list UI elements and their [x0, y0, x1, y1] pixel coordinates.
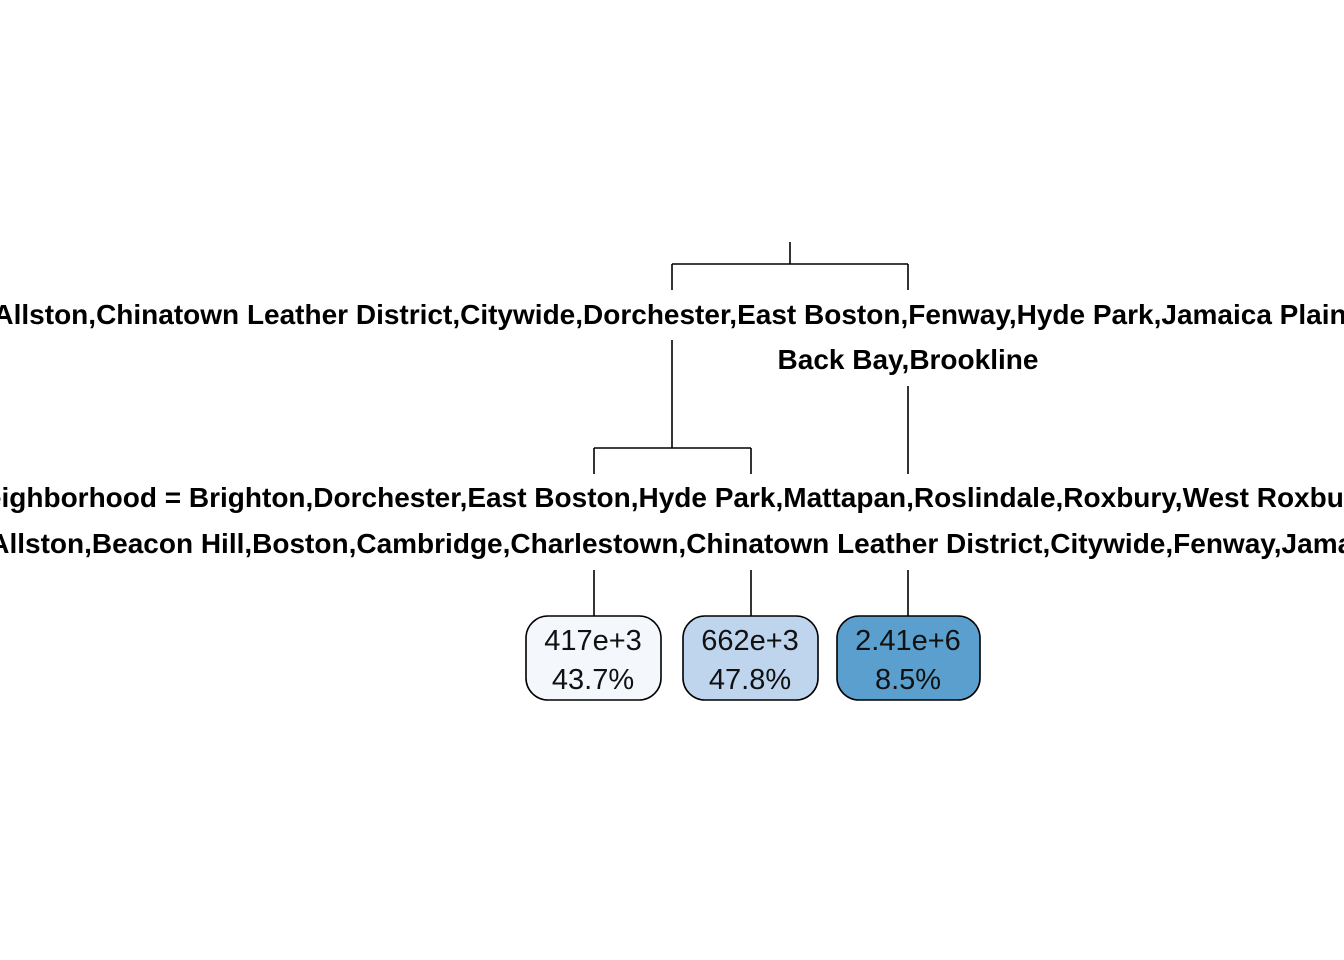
root-split-left-label: Allston,Chinatown Leather District,Cityw…: [0, 299, 1344, 330]
leaf-1-value: 417e+3: [544, 625, 642, 657]
leaf-3-percent: 8.5%: [875, 664, 941, 696]
leaf-3-value: 2.41e+6: [855, 625, 961, 657]
leaf-node-2: 662e+3 47.8%: [682, 615, 819, 701]
leaf-1-percent: 43.7%: [552, 664, 634, 696]
leaf-node-1: 417e+3 43.7%: [525, 615, 662, 701]
leaf-1-box: [525, 615, 662, 701]
root-split-right-label: Back Bay,Brookline: [778, 344, 1039, 375]
leaf-node-3: 2.41e+6 8.5%: [836, 615, 981, 701]
leaf-2-value: 662e+3: [701, 625, 799, 657]
leaf-2-percent: 47.8%: [709, 664, 791, 696]
leaf-3-box: [836, 615, 981, 701]
leaf-2-box: [682, 615, 819, 701]
second-split-left-label: Neighborhood = Brighton,Dorchester,East …: [0, 482, 1344, 513]
second-split-right-label: Allston,Beacon Hill,Boston,Cambridge,Cha…: [0, 528, 1344, 559]
